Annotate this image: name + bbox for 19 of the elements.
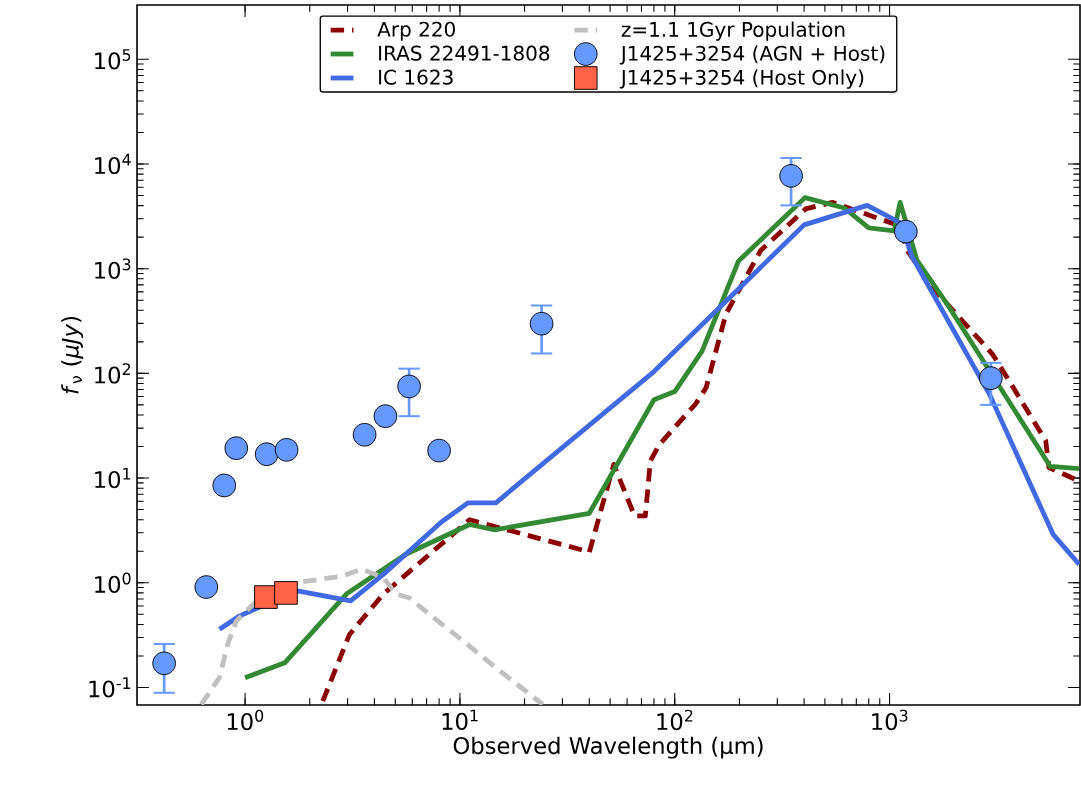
y-axis-title: f$_{ν}$ (μJy) — [61, 316, 84, 394]
y-tick-label: 10$^{4}$ — [95, 153, 131, 175]
legend-label: J1425+3254 (Host Only) — [619, 69, 864, 89]
legend-label: IC 1623 — [379, 69, 453, 85]
x-tick-label: 10$^{1}$ — [442, 709, 478, 730]
legend-label: Arp 220 — [377, 21, 455, 41]
x-tick-label: 10$^{2}$ — [657, 709, 693, 731]
y-tick-label: 10$^{2}$ — [95, 363, 131, 384]
y-tick-label: 10$^{3}$ — [95, 258, 131, 279]
x-tick-label: 10$^{0}$ — [227, 709, 264, 731]
y-tick-label: 10$^{1}$ — [95, 467, 131, 489]
y-tick-label: 10$^{-1}$ — [89, 677, 131, 698]
legend-label: IRAS 22491-1808 — [379, 45, 550, 61]
x-tick-label: 10$^{3}$ — [872, 709, 908, 731]
legend-label: z=1.1 1Gyr Population — [621, 21, 845, 41]
x-axis-title: Observed Wavelength (μm) — [453, 736, 763, 759]
legend-label: J1425+3254 (AGN + Host) — [619, 45, 885, 65]
y-tick-label: 10$^{5}$ — [95, 49, 131, 70]
y-tick-label: 10$^{0}$ — [95, 572, 131, 593]
